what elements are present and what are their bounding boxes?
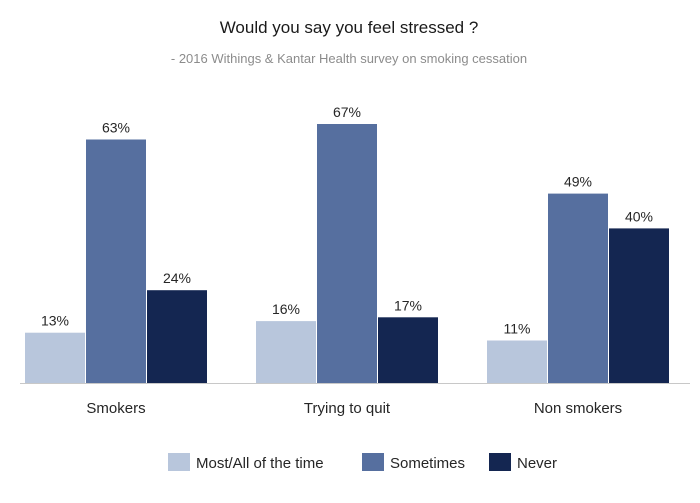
legend-label-sometimes: Sometimes [390,455,465,472]
bars-layer [25,124,669,383]
data-label-trying-to-quit-never: 17% [394,297,422,313]
legend-label-never: Never [517,455,557,472]
bar-non-smokers-never [609,228,669,383]
bar-non-smokers-most-all-of-the-time [487,340,547,383]
data-labels-layer: 13% 63% 24% 16% 67% 17% 11% 49% 40% [41,104,653,337]
x-tick-label-trying-to-quit: Trying to quit [304,400,391,417]
bar-smokers-most-all-of-the-time [25,332,85,383]
data-label-smokers-sometimes: 63% [102,120,130,136]
data-label-trying-to-quit-sometimes: 67% [333,104,361,120]
bar-smokers-never [147,290,207,383]
x-tick-label-smokers: Smokers [86,400,145,417]
legend: Most/All of the time Sometimes Never [168,453,557,472]
data-label-smokers-most-all-of-the-time: 13% [41,313,69,329]
bar-trying-to-quit-most-all-of-the-time [256,321,316,383]
bar-trying-to-quit-never [378,317,438,383]
legend-swatch-never [489,453,511,471]
bar-non-smokers-sometimes [548,193,608,383]
legend-label-most-all-of-the-time: Most/All of the time [196,455,324,472]
data-label-trying-to-quit-most-all-of-the-time: 16% [272,301,300,317]
chart-title: Would you say you feel stressed ? [220,18,479,37]
chart-subtitle: - 2016 Withings & Kantar Health survey o… [171,51,527,66]
data-label-smokers-never: 24% [163,270,191,286]
data-label-non-smokers-never: 40% [625,208,653,224]
x-tick-labels-layer: Smokers Trying to quit Non smokers [86,400,622,417]
x-tick-label-non-smokers: Non smokers [534,400,622,417]
data-label-non-smokers-most-all-of-the-time: 11% [504,321,531,337]
bar-smokers-sometimes [86,139,146,383]
legend-swatch-sometimes [362,453,384,471]
data-label-non-smokers-sometimes: 49% [564,174,592,190]
legend-swatch-most-all-of-the-time [168,453,190,471]
bar-trying-to-quit-sometimes [317,124,377,383]
